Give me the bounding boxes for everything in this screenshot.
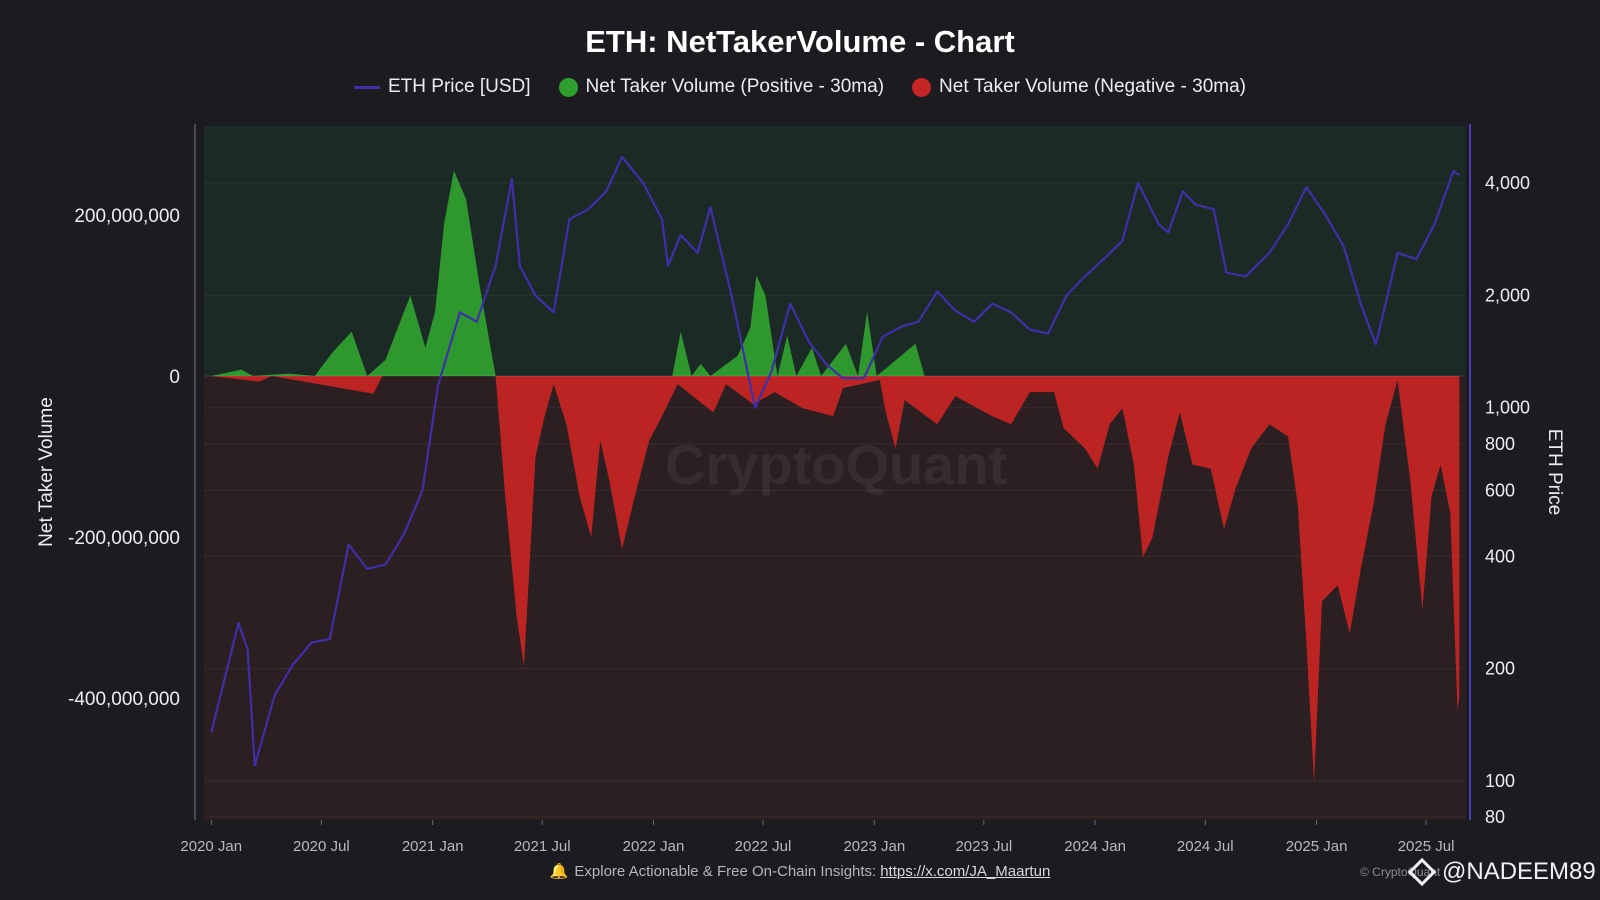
legend-item-positive[interactable]: Net Taker Volume (Positive - 30ma) [558,76,885,98]
diamond-logo-icon [1407,857,1437,887]
legend-label-negative: Net Taker Volume (Negative - 30ma) [939,76,1246,97]
y-tick-label: 200,000,000 [74,206,180,227]
legend-dot-swatch [912,77,932,97]
y-tick-label: -400,000,000 [68,689,180,710]
y2-tick-label: 4,000 [1485,173,1530,193]
x-tick-label: 2020 Jul [293,838,350,855]
x-tick-label: 2024 Jan [1064,838,1126,855]
x-tick-label: 2025 Jan [1286,838,1348,855]
copyright: © CryptoQuant [1360,865,1441,879]
y2-tick-label: 100 [1485,771,1515,791]
legend-item-eth-price[interactable]: ETH Price [USD] [354,76,531,98]
x-tick-label: 2020 Jan [180,838,242,855]
negative-volume-area [211,376,1460,783]
y-tick-label: 0 [169,367,180,388]
legend-label-positive: Net Taker Volume (Positive - 30ma) [585,76,885,97]
y2-tick-label: 400 [1485,546,1515,566]
handle: @NADEEM89 [1407,857,1596,887]
x-tick-label: 2021 Jan [402,838,464,855]
chart-title: ETH: NetTakerVolume - Chart [585,24,1015,59]
x-tick-label: 2022 Jan [623,838,685,855]
x-tick-label: 2023 Jan [843,838,905,855]
y2-tick-label: 1,000 [1485,398,1530,418]
legend-label-eth-price: ETH Price [USD] [388,76,531,97]
footer-link[interactable]: https://x.com/JA_Maartun [880,863,1051,880]
y2-tick-label: 80 [1485,807,1505,827]
negative-zone-bg [204,376,1466,820]
footer: 🔔 Explore Actionable & Free On-Chain Insi… [0,862,1600,880]
legend-item-negative[interactable]: Net Taker Volume (Negative - 30ma) [912,76,1246,98]
x-tick-label: 2024 Jul [1177,838,1234,855]
y2-axis-title: ETH Price [1544,428,1565,516]
positive-volume-area [211,170,1457,376]
y2-tick-label: 800 [1485,434,1515,454]
y2-tick-label: 2,000 [1485,285,1530,305]
legend-dot-swatch [558,77,578,97]
y-tick-label: -200,000,000 [68,528,180,549]
x-tick-label: 2023 Jul [955,838,1012,855]
x-tick-label: 2021 Jul [514,838,571,855]
bell-icon: 🔔 [549,863,569,880]
y-axis-title: Net Taker Volume [36,397,57,547]
legend-line-swatch [354,85,380,89]
x-tick-label: 2022 Jul [735,838,792,855]
y2-tick-label: 200 [1485,659,1515,679]
footer-text: Explore Actionable & Free On-Chain Insig… [574,863,877,880]
positive-zone-bg [204,126,1466,376]
x-tick-label: 2025 Jul [1398,838,1455,855]
legend: ETH Price [USD] Net Taker Volume (Positi… [0,76,1600,98]
handle-text: @NADEEM89 [1442,858,1596,885]
eth-price-line [210,155,1460,767]
y2-tick-label: 600 [1485,481,1515,501]
